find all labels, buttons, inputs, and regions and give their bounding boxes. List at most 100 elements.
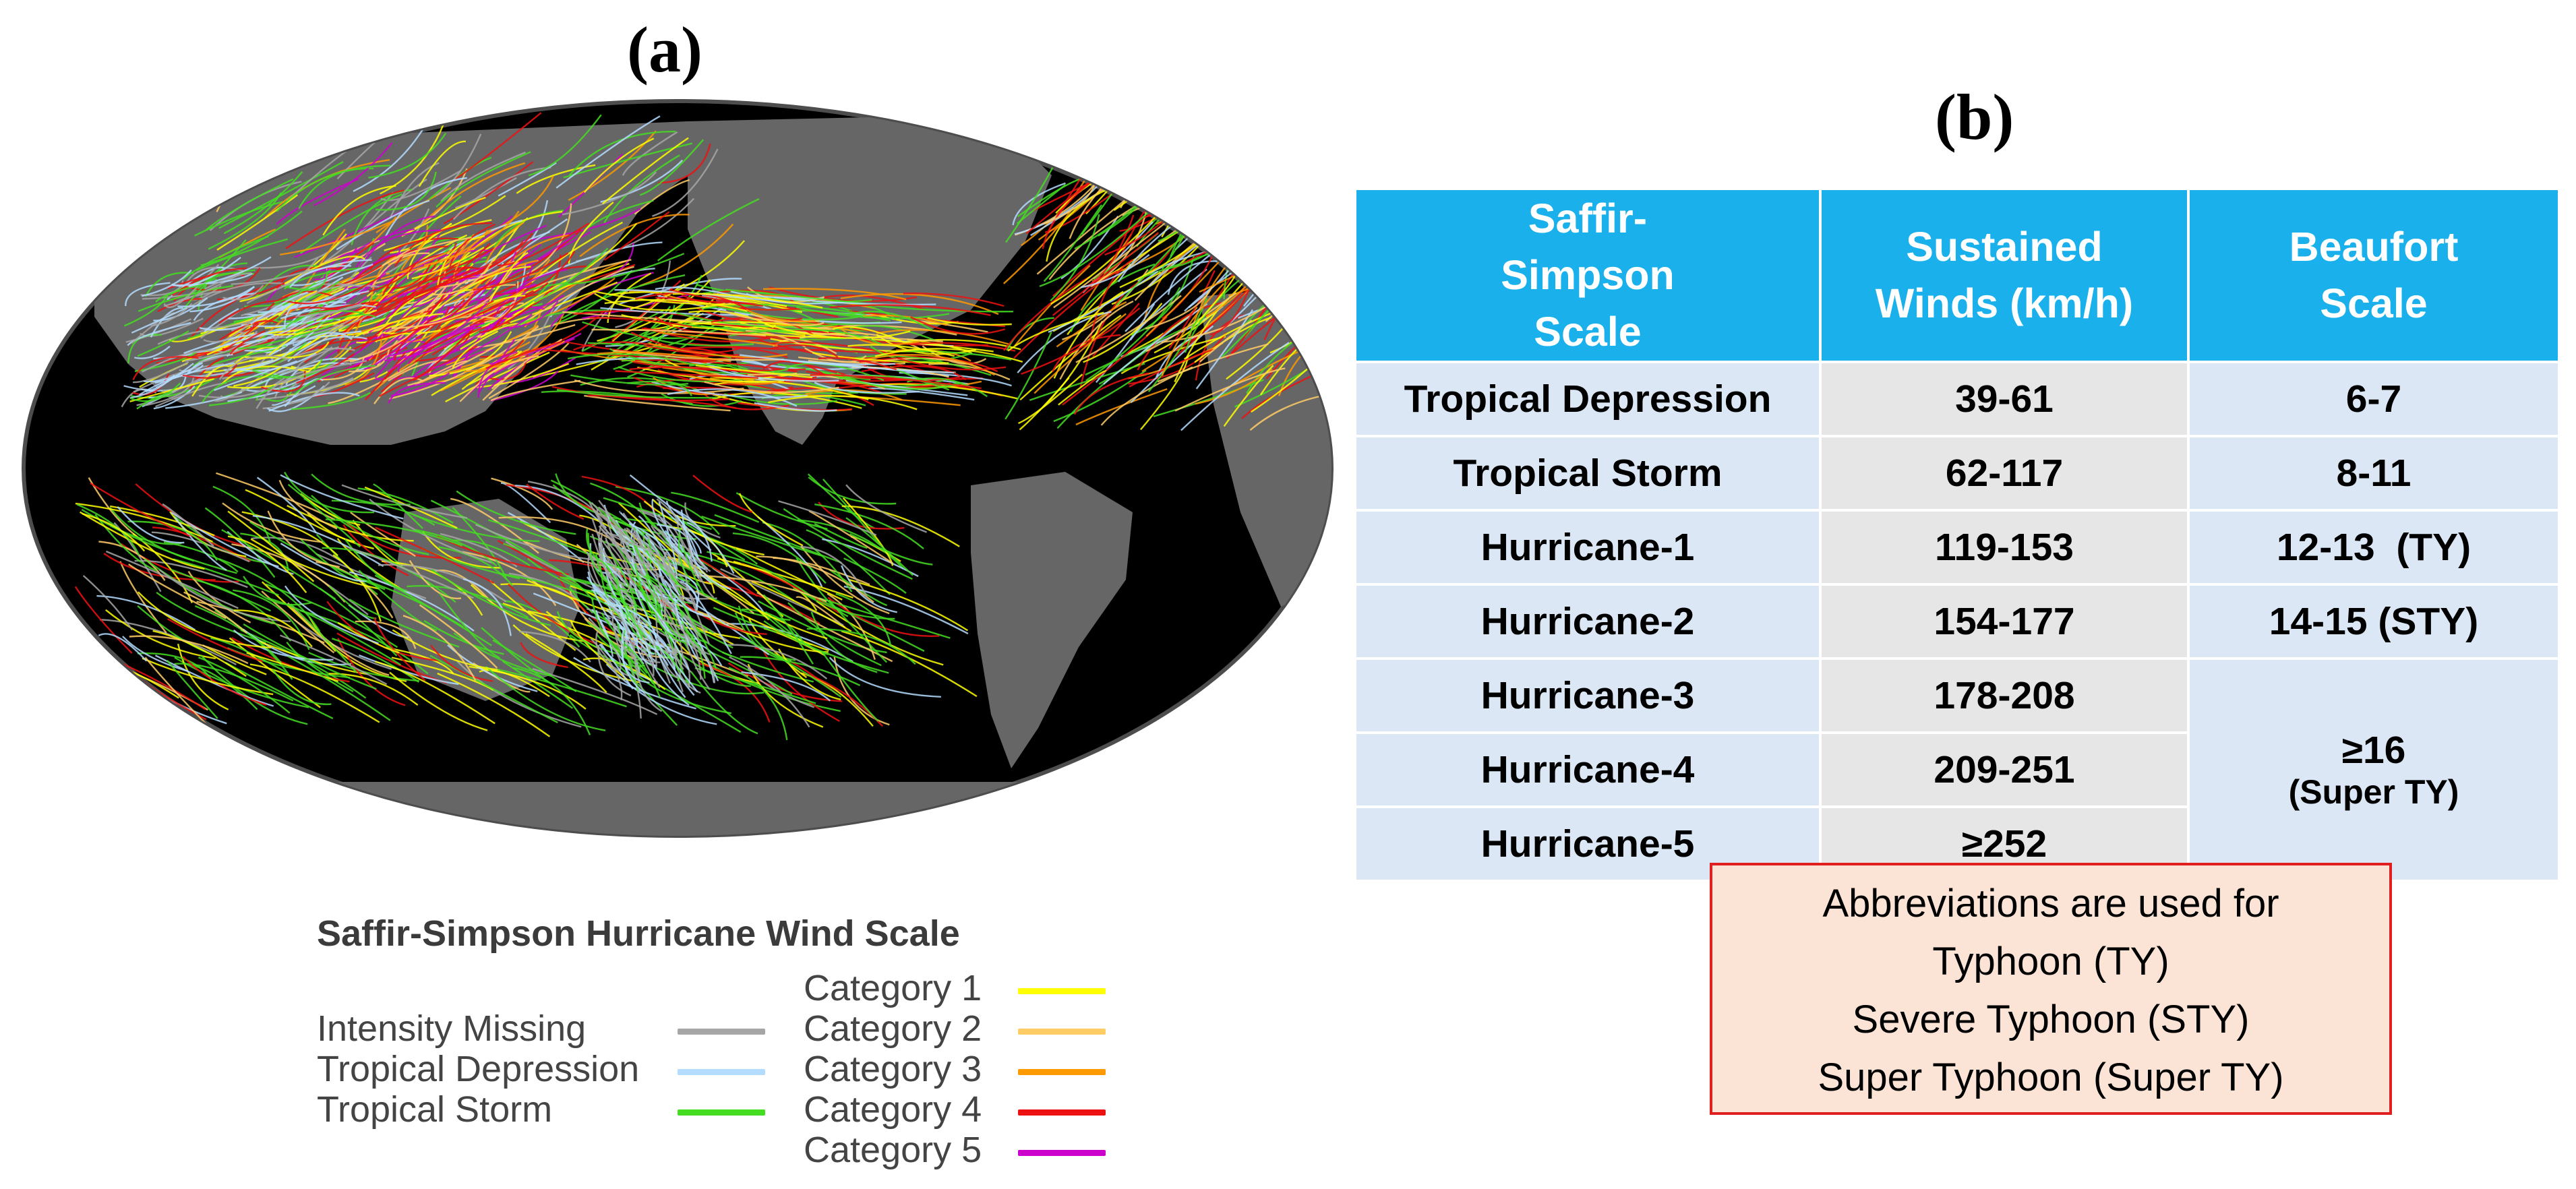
- storm-track: [611, 274, 702, 346]
- storm-track: [1050, 214, 1100, 302]
- storm-track: [1161, 282, 1225, 376]
- storm-track: [490, 288, 529, 332]
- storm-track: [586, 576, 633, 628]
- storm-track: [597, 644, 632, 697]
- storm-track: [167, 618, 263, 663]
- storm-track: [533, 343, 663, 379]
- storm-track: [413, 330, 473, 382]
- storm-track: [189, 278, 284, 340]
- storm-track: [563, 142, 693, 179]
- storm-track: [392, 629, 500, 671]
- cell-winds: 119-153: [1819, 508, 2190, 586]
- storm-track: [634, 563, 654, 617]
- storm-track: [670, 288, 763, 307]
- storm-track: [595, 557, 621, 590]
- storm-track: [345, 334, 384, 386]
- legend-swatch-category-1: [1018, 988, 1106, 994]
- storm-track: [1150, 162, 1221, 225]
- storm-track: [684, 502, 721, 539]
- storm-track: [200, 300, 287, 330]
- storm-track: [137, 330, 189, 357]
- storm-track: [660, 619, 702, 680]
- storm-track: [376, 171, 437, 211]
- storm-track: [216, 194, 299, 251]
- storm-track: [144, 376, 195, 406]
- legend-label-category-3: Category 3: [804, 1049, 982, 1089]
- storm-track: [452, 330, 499, 369]
- storm-track: [355, 229, 442, 268]
- storm-track: [1058, 370, 1108, 406]
- storm-track: [144, 272, 194, 297]
- panel-a-label: (a): [627, 13, 702, 86]
- storm-track: [228, 353, 288, 367]
- storm-track: [676, 519, 711, 572]
- storm-track: [477, 301, 535, 338]
- storm-track: [163, 283, 201, 308]
- storm-track: [747, 667, 815, 708]
- storm-track: [202, 375, 282, 403]
- storm-track: [1203, 169, 1309, 204]
- storm-track: [805, 389, 903, 401]
- storm-track: [395, 266, 490, 303]
- storm-track: [222, 284, 264, 301]
- storm-track: [208, 385, 274, 406]
- storm-track: [849, 533, 933, 566]
- storm-track: [587, 532, 629, 591]
- storm-track: [247, 362, 345, 390]
- storm-track: [502, 281, 618, 326]
- storm-track: [592, 589, 611, 619]
- storm-track: [673, 508, 713, 562]
- storm-track: [527, 557, 626, 601]
- storm-track: [1042, 181, 1091, 249]
- storm-track: [1129, 348, 1216, 388]
- storm-track: [129, 377, 214, 402]
- storm-track: [469, 665, 587, 710]
- storm-track: [257, 378, 355, 400]
- storm-track: [453, 632, 552, 677]
- storm-track: [1197, 173, 1244, 225]
- storm-track: [701, 515, 823, 557]
- storm-track: [653, 628, 695, 696]
- storm-track: [736, 492, 828, 530]
- storm-track: [240, 629, 367, 699]
- storm-track: [228, 300, 295, 319]
- storm-track: [833, 656, 890, 726]
- storm-track: [231, 269, 313, 285]
- storm-track: [153, 386, 196, 410]
- storm-track: [227, 380, 313, 402]
- storm-track: [182, 363, 238, 379]
- storm-track: [835, 592, 892, 647]
- storm-track: [694, 574, 827, 603]
- storm-track: [562, 171, 657, 216]
- storm-track: [456, 661, 582, 728]
- storm-track: [822, 538, 919, 578]
- storm-track: [380, 247, 457, 280]
- storm-track: [420, 162, 526, 226]
- storm-track: [603, 547, 632, 619]
- storm-track: [479, 305, 533, 334]
- storm-track: [1012, 182, 1066, 226]
- storm-track: [456, 490, 576, 535]
- storm-track: [814, 504, 924, 550]
- storm-track: [249, 663, 380, 723]
- storm-track: [487, 338, 575, 390]
- storm-track: [202, 644, 267, 675]
- storm-track: [762, 288, 907, 301]
- storm-track: [388, 382, 446, 404]
- storm-track: [127, 520, 218, 561]
- storm-track: [415, 299, 465, 339]
- legend-label-tropical-storm: Tropical Storm: [317, 1089, 553, 1130]
- storm-track: [1013, 270, 1118, 359]
- storm-track: [325, 518, 462, 547]
- storm-track: [158, 569, 291, 623]
- storm-track: [812, 352, 949, 364]
- storm-track: [127, 334, 162, 364]
- storm-track: [96, 594, 196, 631]
- storm-track: [1182, 146, 1258, 214]
- storm-track: [244, 333, 304, 352]
- cell-beaufort: 12-13 (TY): [2187, 508, 2560, 586]
- storm-track: [845, 484, 928, 533]
- storm-track: [738, 493, 804, 547]
- storm-track: [196, 601, 325, 644]
- storm-track: [899, 371, 1012, 387]
